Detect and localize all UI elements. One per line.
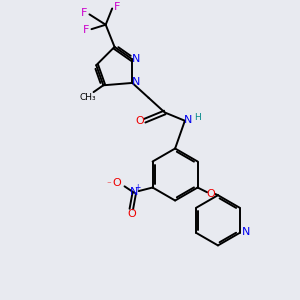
Text: N: N [184, 115, 193, 125]
Text: O: O [206, 189, 215, 199]
Text: N: N [130, 187, 139, 197]
Text: N: N [132, 77, 141, 87]
Text: +: + [135, 183, 141, 192]
Text: O: O [127, 209, 136, 219]
Text: F: F [82, 25, 89, 35]
Text: N: N [132, 54, 141, 64]
Text: O: O [136, 116, 144, 126]
Text: F: F [81, 8, 87, 18]
Text: H: H [194, 113, 201, 122]
Text: O: O [112, 178, 121, 188]
Text: F: F [114, 2, 121, 12]
Text: N: N [242, 227, 250, 237]
Text: CH₃: CH₃ [79, 94, 96, 103]
Text: ⁻: ⁻ [106, 181, 111, 190]
